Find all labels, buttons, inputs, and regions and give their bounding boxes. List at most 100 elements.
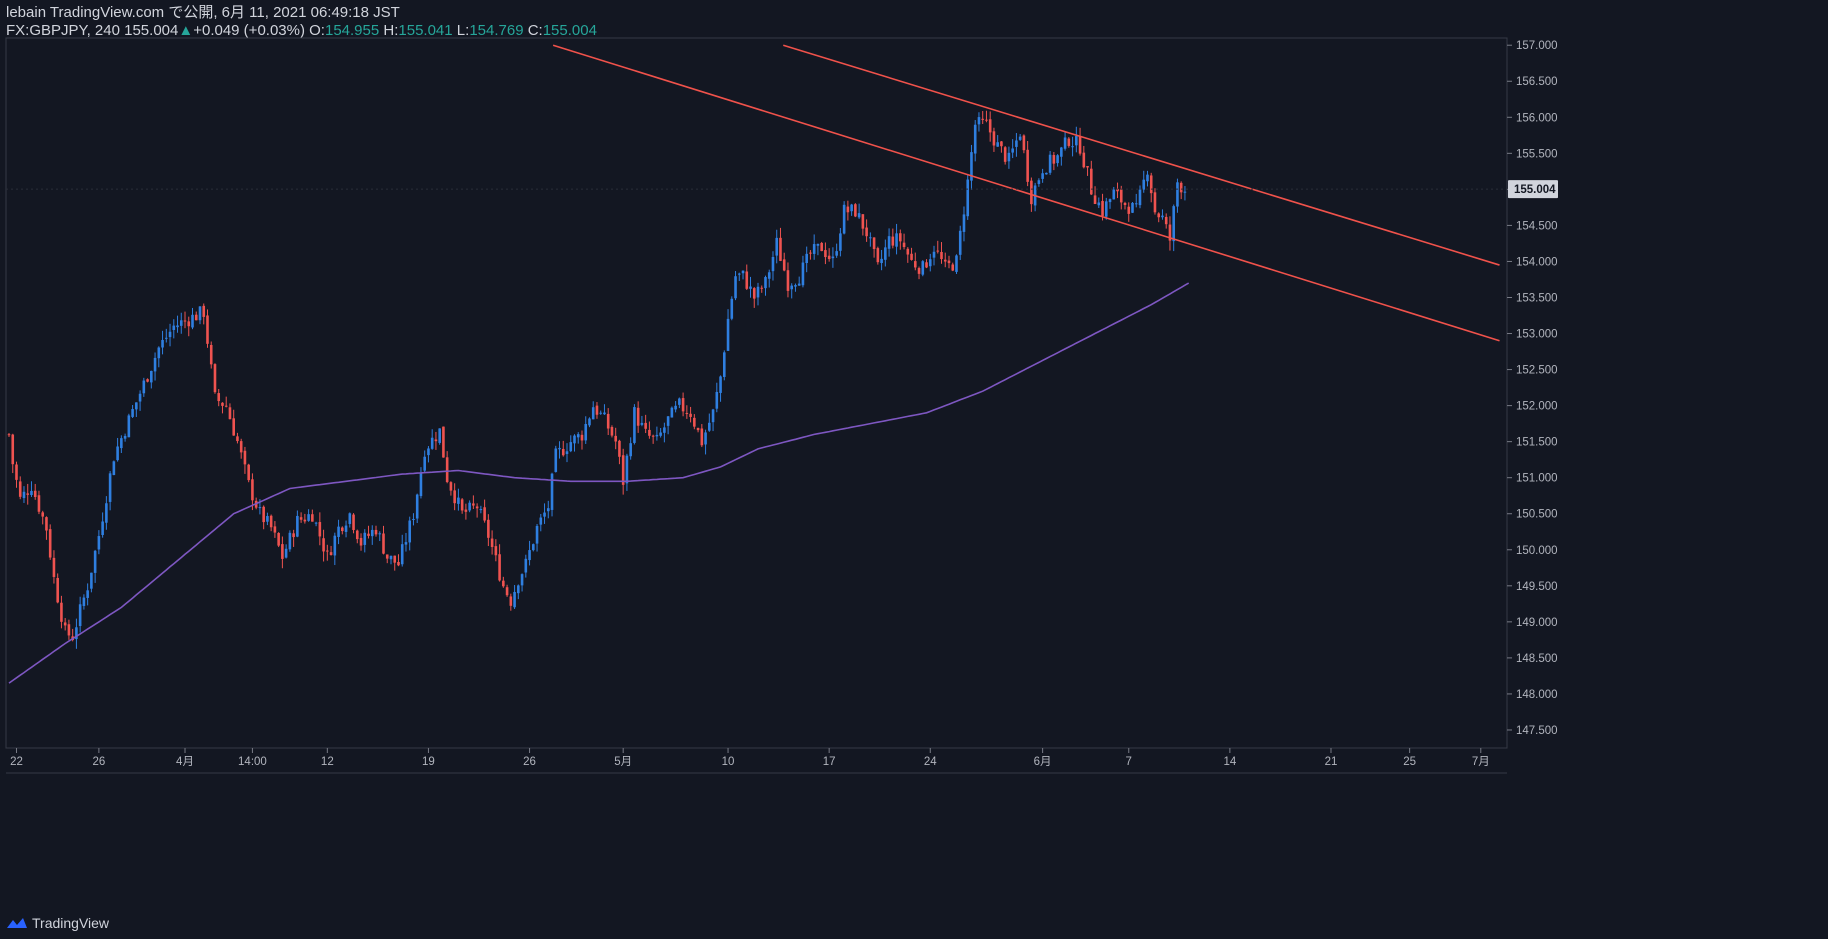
up-arrow-icon: ▲: [178, 22, 194, 39]
candle-body: [576, 434, 580, 438]
candle-body: [902, 242, 906, 248]
candle-body: [131, 409, 134, 417]
candle-body: [457, 497, 460, 504]
price-tick-label: 148.500: [1516, 653, 1558, 665]
candle-body: [951, 264, 955, 271]
price-tick-label: 154.000: [1516, 256, 1558, 268]
candle-body: [434, 439, 438, 442]
current-price-label: 155.004: [1514, 184, 1556, 196]
candle-body: [812, 244, 816, 254]
candle-body: [715, 391, 719, 409]
candle-body: [475, 506, 479, 509]
candle-body: [797, 283, 801, 286]
candle-body: [202, 305, 206, 317]
candle-body: [1086, 166, 1089, 168]
time-tick-label: 4月: [176, 756, 194, 768]
candle-body: [591, 407, 595, 420]
candle-body: [108, 473, 112, 502]
time-tick-label: 7: [1126, 756, 1132, 768]
candle-body: [846, 206, 850, 213]
candle-body: [749, 286, 752, 289]
candle-body: [651, 435, 655, 437]
candle-body: [966, 179, 970, 217]
candle-body: [1003, 147, 1007, 162]
candle-body: [460, 499, 464, 511]
candle-body: [794, 285, 797, 287]
candle-body: [928, 259, 932, 267]
candle-body: [183, 320, 187, 322]
time-tick-label: 17: [823, 756, 836, 768]
candle-body: [1052, 155, 1056, 164]
candle-body: [41, 512, 45, 517]
candle-body: [752, 288, 756, 299]
candle-body: [393, 555, 397, 563]
candle-body: [311, 514, 314, 522]
symbol-name[interactable]: FX:GBPJPY, 240: [6, 22, 120, 39]
candle-body: [11, 434, 15, 465]
candle-body: [722, 352, 726, 377]
candle-body: [479, 509, 483, 511]
time-tick-label: 5月: [614, 756, 632, 768]
candle-body: [606, 413, 610, 429]
candle-body: [472, 503, 475, 506]
candle-body: [887, 236, 891, 249]
candle-body: [599, 412, 603, 414]
candle-body: [696, 427, 700, 431]
candle-body: [1119, 189, 1123, 203]
candle-body: [26, 493, 30, 495]
candle-body: [801, 262, 805, 286]
close-value: 155.004: [542, 22, 597, 39]
candle-body: [726, 318, 730, 351]
candle-body: [273, 526, 277, 533]
footer-brand[interactable]: TradingView: [6, 915, 109, 931]
candle-body: [191, 314, 194, 328]
price-tick-label: 154.500: [1516, 220, 1558, 232]
candle-body: [988, 119, 992, 133]
candle-body: [899, 233, 902, 242]
candle-body: [719, 376, 722, 393]
candle-body: [734, 276, 737, 299]
candle-body: [400, 544, 404, 565]
candle-body: [378, 533, 382, 535]
candle-body: [228, 407, 232, 420]
price-tick-label: 153.000: [1516, 329, 1558, 341]
candle-body: [872, 237, 876, 250]
candle-body: [565, 451, 569, 455]
time-tick-label: 26: [92, 756, 105, 768]
candle-body: [385, 554, 389, 559]
candle-body: [940, 251, 943, 260]
candle-body: [430, 437, 434, 449]
candle-body: [1097, 202, 1101, 206]
candle-body: [1149, 175, 1153, 194]
candle-body: [236, 436, 239, 442]
candle-body: [120, 438, 123, 449]
candle-body: [1138, 189, 1142, 206]
candle-body: [408, 520, 412, 543]
candle-body: [528, 550, 531, 561]
candle-body: [760, 287, 764, 289]
price-tick-label: 153.500: [1516, 292, 1558, 304]
candle-body: [427, 448, 430, 456]
candle-body: [52, 557, 56, 577]
candle-body: [985, 119, 988, 121]
candle-body: [1015, 140, 1018, 147]
candle-body: [816, 243, 820, 246]
open-value: 154.955: [324, 22, 380, 39]
candle-body: [101, 521, 104, 535]
price-tick-label: 149.000: [1516, 617, 1558, 629]
candle-body: [981, 118, 984, 120]
candle-body: [1078, 136, 1082, 154]
candle-body: [756, 286, 760, 298]
candle-body: [1022, 135, 1026, 151]
candle-body: [326, 550, 329, 552]
candle-body: [288, 532, 292, 550]
candle-body: [992, 131, 996, 146]
candle-body: [1183, 191, 1187, 193]
candle-body: [112, 461, 116, 476]
candle-body: [524, 558, 528, 573]
candle-body: [1104, 201, 1108, 217]
candle-body: [689, 413, 692, 417]
candle-body: [179, 320, 183, 326]
candle-body: [820, 242, 823, 252]
